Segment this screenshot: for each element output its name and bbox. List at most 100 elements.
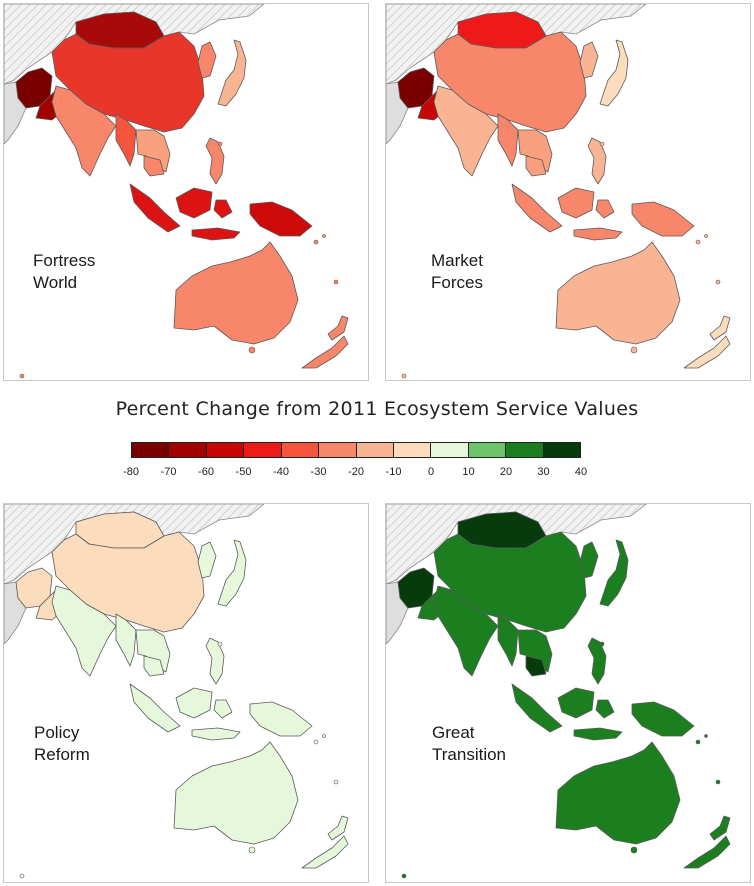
islet [248,346,256,354]
region-india [51,585,117,677]
scenario-label-line2: Forces [431,273,483,292]
legend-title: Percent Change from 2011 Ecosystem Servi… [115,398,639,420]
scenario-label-line1: Policy [34,723,80,742]
legend-swatch [206,443,245,457]
region-australia [173,241,299,345]
region-philippines [587,137,607,185]
region-seasia [135,629,171,673]
legend-tick-labels: -80 -70 -60 -50 -40 -30 -20 -10 0 10 20 30 40 [123,462,587,482]
legend-tick-label: 30 [537,466,550,478]
legend-tick-label: 0 [427,466,435,478]
scenario-label-line2: Transition [432,745,507,764]
islet [599,141,605,147]
legend-tick-label: -40 [273,466,289,478]
region-australia [173,741,299,845]
legend-swatch [319,443,357,457]
region-cambodia [143,655,165,677]
islet [313,239,319,245]
region-korea [197,541,217,579]
legend-tick-label: -70 [160,466,177,478]
islet [630,846,638,854]
legend-color-bar [131,442,581,458]
islet [401,373,407,379]
region-png [249,201,313,237]
map-great-transition [386,504,731,879]
legend-swatch [468,443,507,457]
scenario-label-line2: Reform [34,745,90,764]
region-korea [579,541,599,579]
islet [333,279,339,285]
scenario-label: Market Forces [431,250,483,294]
region-png [631,701,695,737]
scenario-label-line2: World [33,273,78,292]
region-myanmar [115,113,137,167]
region-png [249,701,313,737]
legend-swatch [244,443,282,457]
islet [217,141,223,147]
islet [19,373,25,379]
region-seasia [517,629,553,673]
map-panel-fortress-world: Fortress World [3,3,369,381]
legend-swatch [431,443,469,457]
legend-swatch [506,443,544,457]
islet [322,234,326,238]
scenario-label: Fortress World [33,250,95,294]
region-philippines [587,637,607,685]
islet [704,734,708,738]
legend-swatch [356,443,394,457]
region-myanmar [497,113,519,167]
region-japan [599,39,629,107]
legend-tick-label: -20 [348,466,364,478]
region-cambodia [143,155,165,177]
islet [715,279,721,285]
region-philippines [205,137,225,185]
region-nz [683,815,731,869]
legend-tick-label: -10 [385,466,402,478]
region-nz [301,815,349,869]
islet [248,846,256,854]
legend-tick-label: 40 [574,466,588,478]
islet [630,346,638,354]
scenario-label-line1: Great [432,723,475,742]
islet [695,739,701,745]
region-india [51,85,117,177]
region-myanmar [497,613,519,667]
region-indonesia [129,183,241,241]
region-india [433,585,499,677]
legend-swatch [281,443,320,457]
legend-swatch [393,443,432,457]
islet [313,739,319,745]
islet [401,873,407,879]
region-nz [683,315,731,369]
legend-swatch [132,443,170,457]
region-japan [217,39,247,107]
legend-swatch [169,443,207,457]
region-myanmar [115,613,137,667]
scenario-label: Policy Reform [34,722,90,766]
islet [695,239,701,245]
region-korea [579,41,599,79]
region-indonesia [511,683,623,741]
map-policy-reform [4,504,349,879]
region-japan [599,539,629,607]
region-indonesia [511,183,623,241]
legend-tick-label: -80 [123,466,139,478]
map-panel-market-forces: Market Forces [385,3,751,381]
region-nz [301,315,349,369]
islet [333,779,339,785]
region-korea [197,41,217,79]
legend-tick-label: 10 [462,466,475,478]
legend-swatch [543,443,581,457]
map-panel-great-transition: Great Transition [385,503,751,883]
legend-tick-label: -50 [235,466,252,478]
scenario-label-line1: Fortress [33,251,96,270]
islet [322,734,326,738]
islet [217,641,223,647]
region-cambodia [525,155,547,177]
legend-tick-label: 20 [499,466,513,478]
islet [715,779,721,785]
map-panel-policy-reform: Policy Reform [3,503,369,883]
region-india [433,85,499,177]
region-indonesia [129,683,241,741]
map-fortress-world [4,4,349,379]
